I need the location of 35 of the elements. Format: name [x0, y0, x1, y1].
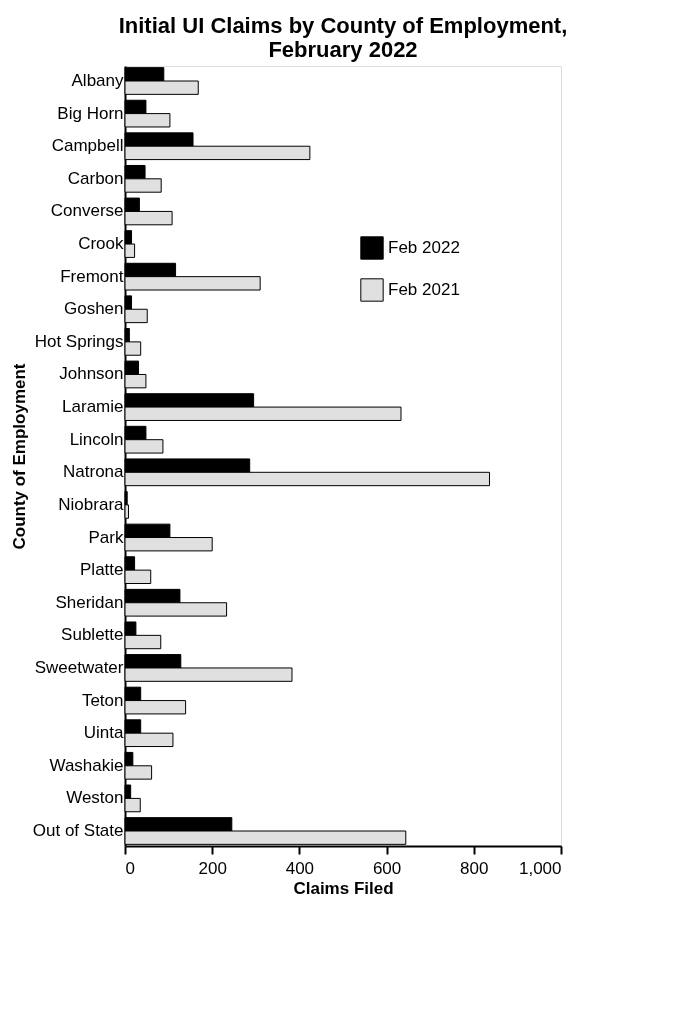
y-tick-label: Converse — [50, 201, 124, 221]
y-tick-label: Crook — [78, 234, 124, 254]
x-tick-label: 600 — [372, 858, 402, 878]
x-axis-title: Claims Filed — [293, 878, 394, 898]
y-tick-label: Johnson — [59, 364, 124, 384]
x-tick-label: 0 — [125, 858, 135, 878]
y-tick-label: Sheridan — [55, 592, 124, 612]
y-tick-label: Hot Springs — [34, 331, 124, 351]
y-tick-label: Niobrara — [58, 494, 125, 514]
legend-label: Feb 2022 — [388, 238, 460, 257]
x-tick-label: 1,000 — [518, 858, 562, 878]
y-tick-label: Sweetwater — [34, 657, 124, 677]
y-tick-label: Campbell — [51, 136, 124, 156]
y-tick-label: Lincoln — [69, 429, 124, 449]
y-tick-label: Carbon — [67, 168, 124, 188]
y-tick-label: Park — [88, 527, 124, 547]
x-tick-label: 800 — [460, 858, 489, 878]
y-tick-label: Big Horn — [57, 103, 124, 123]
y-tick-label: Goshen — [63, 299, 124, 319]
y-tick-label: Natrona — [63, 462, 125, 482]
x-tick-label: 200 — [198, 858, 227, 878]
y-tick-label: Platte — [80, 560, 124, 580]
y-tick-label: Sublette — [61, 625, 124, 645]
legend-label: Feb 2021 — [388, 280, 460, 299]
y-axis-title: County of Employment — [9, 363, 29, 550]
chart-title: Initial UI Claims by County of Employment, February 2022 — [118, 13, 568, 62]
y-tick-label: Uinta — [83, 723, 125, 743]
x-tick-label: 400 — [285, 858, 315, 878]
y-tick-label: Albany — [71, 71, 124, 90]
y-tick-label: Washakie — [49, 755, 124, 775]
y-tick-label: Laramie — [62, 397, 124, 417]
y-tick-label: Out of State — [32, 821, 124, 840]
y-tick-label: Weston — [66, 788, 124, 808]
y-tick-label: Teton — [81, 690, 124, 710]
y-tick-label: Fremont — [60, 266, 124, 286]
